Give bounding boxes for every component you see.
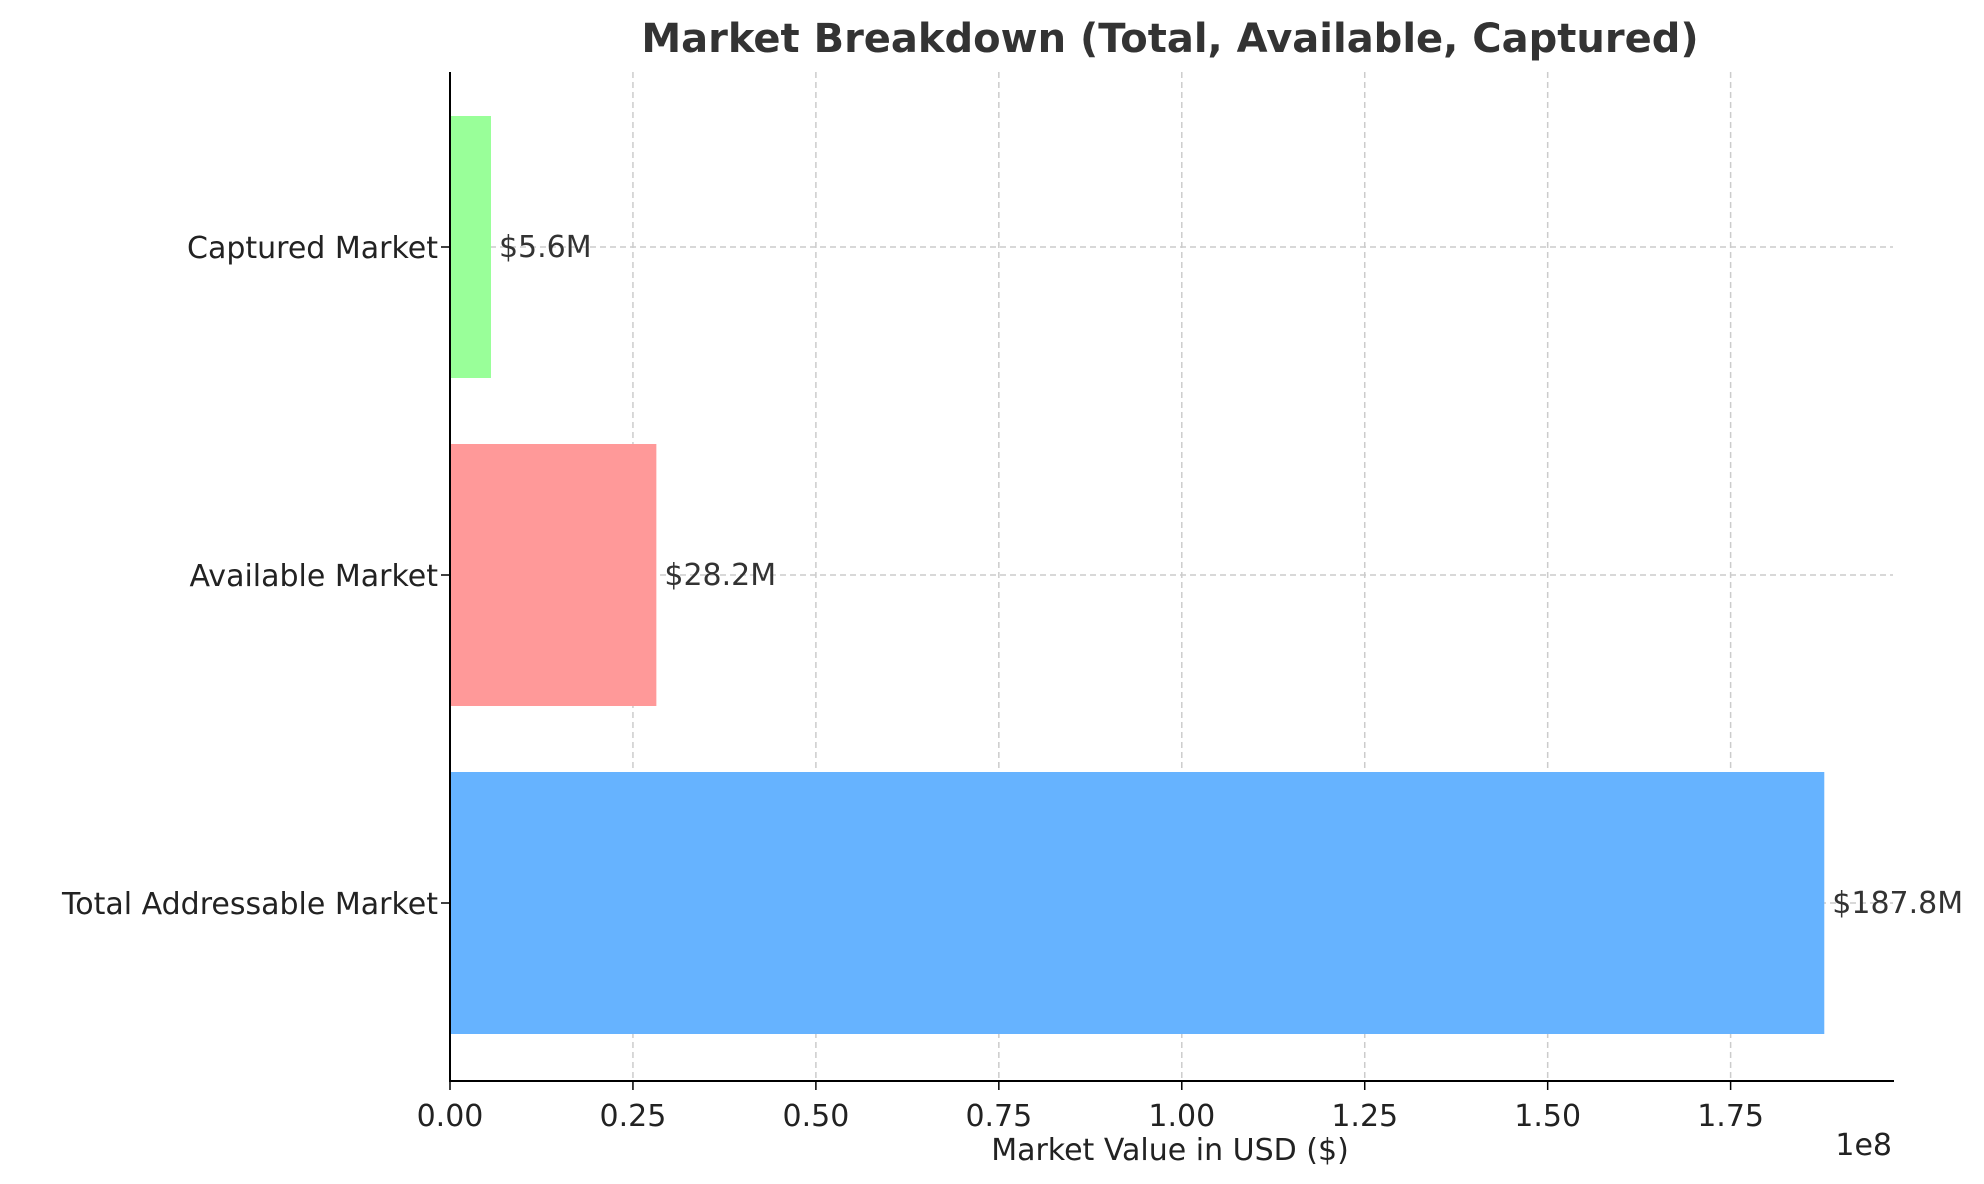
data-label: $28.2M: [664, 558, 776, 593]
x-axis-offset-text: 1e8: [1835, 1128, 1892, 1163]
axes: [449, 72, 1894, 1082]
y-tick-label: Captured Market: [187, 231, 438, 266]
x-tick-label: 1.25: [1331, 1099, 1398, 1134]
x-tick-label: 0.75: [965, 1099, 1032, 1134]
bars: [450, 116, 1825, 1034]
x-tick-label: 0.50: [782, 1099, 849, 1134]
x-axis-title: Market Value in USD ($): [991, 1133, 1349, 1168]
x-tick-label: 0.25: [600, 1099, 667, 1134]
y-tick-label: Available Market: [190, 559, 439, 594]
x-tick-label: 1.50: [1514, 1099, 1581, 1134]
x-tick-label: 1.75: [1697, 1099, 1764, 1134]
bar: [450, 772, 1825, 1034]
data-label: $187.8M: [1832, 886, 1963, 921]
y-tick-label: Total Addressable Market: [61, 887, 438, 922]
x-tick-label: 1.00: [1148, 1099, 1215, 1134]
data-label: $5.6M: [499, 230, 592, 265]
bar: [450, 444, 657, 706]
bar: [450, 116, 491, 378]
value-labels: $187.8M $28.2M $5.6M: [499, 230, 1963, 921]
x-tick-label: 0.00: [417, 1099, 484, 1134]
chart-title: Market Breakdown (Total, Available, Capt…: [641, 16, 1698, 62]
tick-marks: 0.00 0.25 0.50 0.75 1.00 1.25 1.50 1.75 Total Ad…: [61, 231, 1764, 1134]
